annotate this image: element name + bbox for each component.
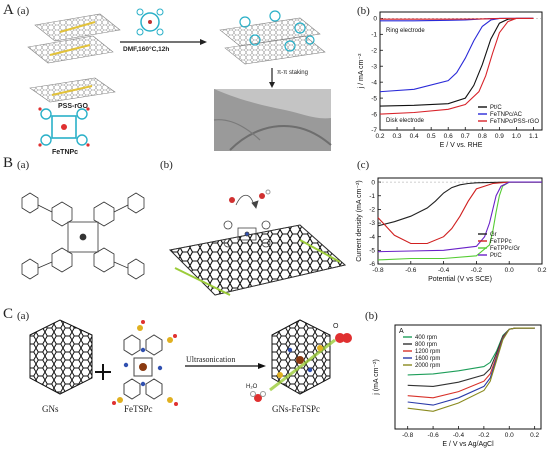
- y-tick-label: -5: [369, 248, 375, 255]
- x-tick-label: 0.3: [393, 133, 402, 140]
- o2-label: O: [333, 323, 339, 330]
- plot-frame: [379, 11, 543, 131]
- x-tick-label: 0.9: [495, 133, 504, 140]
- material-label-pss-rgo: PSS-rGO: [58, 103, 88, 110]
- x-tick-label: 0.0: [505, 432, 514, 439]
- legend-label: FeTNPc/AC: [490, 112, 523, 118]
- x-tick-label: 0.6: [444, 133, 453, 140]
- y-tick-label: -3: [371, 63, 377, 70]
- y-tick-label: -7: [371, 127, 377, 134]
- y-tick-label: -5: [371, 95, 377, 102]
- chart-panel-tag: A: [399, 328, 404, 335]
- y-tick-label: -6: [369, 261, 375, 268]
- panel-A-sub-b: (b): [357, 5, 370, 17]
- legend-label: 400 rpm: [415, 335, 437, 341]
- x-axis-label: E / V vs. RHE: [440, 142, 483, 149]
- y-tick-label: -3: [369, 220, 375, 227]
- legend-label: Gr: [490, 232, 497, 238]
- panel-A-sub-a: (a): [17, 5, 30, 17]
- h2o-label: H₂O: [246, 384, 258, 390]
- y-tick-label: 0: [373, 16, 377, 23]
- plot-frame: [394, 324, 542, 430]
- panel-B-sub-c: (c): [357, 159, 370, 171]
- y-axis-label: j (mA cm⁻²): [373, 359, 380, 396]
- x-tick-label: 1.1: [529, 133, 538, 140]
- reaction-conditions: DMF,160°C,12h: [123, 46, 170, 53]
- x-tick-label: 0.8: [478, 133, 487, 140]
- series-line: [377, 181, 542, 245]
- x-axis-label: Potential (V vs SCE): [428, 276, 492, 283]
- x-tick-label: -0.6: [427, 432, 439, 439]
- panel-B-sub-b: (b): [160, 159, 173, 171]
- y-tick-label: -4: [369, 234, 375, 241]
- plot-frame: [377, 177, 543, 265]
- panel-label-B: B: [3, 155, 14, 171]
- legend-label: 2000 rpm: [415, 363, 440, 369]
- x-tick-label: 0.5: [427, 133, 436, 140]
- x-tick-label: -0.4: [438, 267, 450, 274]
- x-tick-label: -0.2: [478, 432, 490, 439]
- y-tick-label: -6: [371, 111, 377, 118]
- y-axis-label: j / mA cm⁻²: [358, 53, 365, 89]
- y-tick-label: -2: [369, 207, 375, 214]
- y-axis-label: Current density (mA cm⁻²): [356, 180, 363, 262]
- annotation-disk: Disk electrode: [386, 118, 425, 124]
- panel-C-sub-b: (b): [365, 310, 378, 322]
- panel-label-A: A: [3, 2, 14, 18]
- x-tick-label: -0.8: [402, 432, 414, 439]
- y-tick-label: 0: [371, 179, 375, 186]
- x-tick-label: 1.0: [512, 133, 521, 140]
- panel-label-C: C: [3, 306, 14, 322]
- x-tick-label: 0.2: [537, 267, 546, 274]
- material-label-fetnpc: FeTNPc: [52, 149, 79, 156]
- x-tick-label: 0.4: [410, 133, 419, 140]
- y-tick-label: -1: [371, 32, 377, 39]
- x-tick-label: -0.4: [453, 432, 465, 439]
- x-tick-label: -0.8: [372, 267, 384, 274]
- legend-label: FeTNPc/PSS-rGO: [490, 119, 539, 125]
- x-tick-label: 0.2: [530, 432, 539, 439]
- series-line: [377, 181, 542, 253]
- panel-C-sub-a: (a): [17, 310, 30, 322]
- stacking-label: π-π staking: [277, 70, 308, 76]
- series-line: [407, 327, 535, 412]
- y-tick-label: -4: [371, 79, 377, 86]
- x-tick-label: -0.2: [471, 267, 483, 274]
- panel-B-sub-a: (a): [17, 159, 30, 171]
- series-line: [377, 181, 542, 227]
- legend-label: Pt/C: [490, 105, 502, 111]
- series-line: [379, 17, 534, 115]
- y-tick-label: -2: [371, 47, 377, 54]
- x-axis-label: E / V vs Ag/AgCl: [442, 441, 494, 448]
- reagent-label-gns: GNs: [42, 404, 59, 414]
- x-tick-label: 0.0: [505, 267, 514, 274]
- x-tick-label: -0.6: [405, 267, 417, 274]
- legend-label: 800 rpm: [415, 342, 437, 348]
- product-label: GNs-FeTSPc: [272, 404, 321, 414]
- legend-label: FeTPPc/Gr: [490, 246, 520, 252]
- annotation-ring: Ring electrode: [386, 28, 425, 34]
- legend-label: 1600 rpm: [415, 356, 440, 362]
- process-label: Ultrasonication: [186, 355, 236, 364]
- x-tick-label: 0.7: [461, 133, 470, 140]
- y-tick-label: -1: [369, 193, 375, 200]
- series-line: [380, 17, 534, 20]
- legend-label: FeTPPc: [490, 239, 512, 245]
- reagent-label-fetspc: FeTSPc: [124, 404, 153, 414]
- legend-label: 1200 rpm: [415, 349, 440, 355]
- x-tick-label: 0.2: [375, 133, 384, 140]
- legend-label: Pt/C: [490, 253, 502, 259]
